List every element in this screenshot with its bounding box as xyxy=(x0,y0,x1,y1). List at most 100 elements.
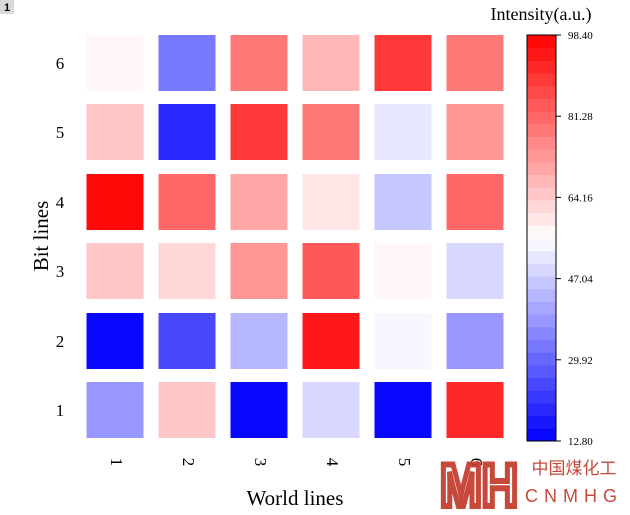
heatmap-cell-r4-c6 xyxy=(446,174,504,230)
heatmap-cell-r2-c2 xyxy=(158,313,216,369)
y-tick-label: 3 xyxy=(56,262,65,281)
colorbar-band xyxy=(527,326,556,340)
heatmap-cell-r4-c4 xyxy=(302,174,360,230)
heatmap-cell-r3-c4 xyxy=(302,243,360,299)
watermark-latin-text: CNMHG xyxy=(525,486,623,506)
colorbar-band xyxy=(527,60,556,74)
heatmap-cell-r3-c3 xyxy=(230,243,288,299)
colorbar-band xyxy=(527,35,556,49)
x-tick-label: 4 xyxy=(323,458,342,467)
heatmap-cell-r2-c1 xyxy=(86,313,144,369)
heatmap-cell-r2-c6 xyxy=(446,313,504,369)
heatmap-cell-r2-c3 xyxy=(230,313,288,369)
heatmap-cell-r1-c5 xyxy=(374,382,432,438)
heatmap-cell-r4-c3 xyxy=(230,174,288,230)
colorbar-band xyxy=(527,238,556,252)
corner-badge-box xyxy=(0,0,14,14)
colorbar-band xyxy=(527,415,556,429)
colorbar-band xyxy=(527,250,556,264)
x-tick-label: 5 xyxy=(395,458,414,467)
corner-badge: 1 xyxy=(0,0,14,14)
colorbar-band xyxy=(527,98,556,112)
colorbar-band xyxy=(527,187,556,201)
heatmap-cell-r4-c2 xyxy=(158,174,216,230)
colorbar-band xyxy=(527,199,556,214)
colorbar-band xyxy=(527,428,556,442)
colorbar-band xyxy=(527,174,556,188)
heatmap-cell-r6-c1 xyxy=(86,35,144,91)
y-tick-label: 6 xyxy=(56,54,65,73)
colorbar-tick-label: 47.04 xyxy=(568,274,593,286)
corner-badge-text: 1 xyxy=(4,2,10,14)
heatmap-cell-r1-c2 xyxy=(158,382,216,438)
heatmap-cell-r2-c4 xyxy=(302,313,360,369)
heatmap-cell-r3-c5 xyxy=(374,243,432,299)
colorbar-band xyxy=(527,301,556,315)
heatmap-cell-r6-c6 xyxy=(446,35,504,91)
colorbar-tick-label: 64.16 xyxy=(568,192,593,204)
colorbar-frame xyxy=(526,34,557,442)
watermark-logo: MH 中国煤化工 CNMHG xyxy=(437,449,623,515)
heatmap-cell-r1-c6 xyxy=(446,382,504,438)
colorbar-band xyxy=(527,314,556,328)
colorbar-bands xyxy=(527,35,556,442)
heatmap-cell-r6-c2 xyxy=(158,35,216,91)
colorbar-tick-label: 81.28 xyxy=(568,111,593,123)
colorbar-band xyxy=(527,161,556,176)
heatmap-cell-r5-c3 xyxy=(230,104,288,160)
colorbar-band xyxy=(527,288,556,302)
colorbar: 98.40 81.28 64.16 47.04 29.92 12.80 Intensity… xyxy=(491,4,594,448)
heatmap-cell-r6-c3 xyxy=(230,35,288,91)
y-tick-label: 2 xyxy=(56,332,65,351)
y-tick-labels: 1 2 3 4 5 6 xyxy=(56,54,65,420)
colorbar-band xyxy=(527,402,556,417)
colorbar-band xyxy=(527,149,556,163)
x-tick-label: 6 xyxy=(467,458,486,467)
x-tick-label: 2 xyxy=(179,458,198,467)
heatmap-cell-r2-c5 xyxy=(374,313,432,369)
colorbar-band xyxy=(527,339,556,353)
heatmap-cell-r1-c1 xyxy=(86,382,144,438)
colorbar-band xyxy=(527,85,556,99)
colorbar-label: Intensity(a.u.) xyxy=(491,4,592,25)
colorbar-band xyxy=(527,123,556,137)
colorbar-band xyxy=(527,390,556,404)
x-axis-label: World lines xyxy=(247,486,344,510)
colorbar-band xyxy=(527,212,556,226)
heatmap-cell-r1-c3 xyxy=(230,382,288,438)
colorbar-band xyxy=(527,377,556,391)
colorbar-ticks: 98.40 81.28 64.16 47.04 29.92 12.80 xyxy=(556,30,593,448)
colorbar-band xyxy=(527,352,556,366)
colorbar-band xyxy=(527,73,556,87)
heatmap-cell-r5-c4 xyxy=(302,104,360,160)
colorbar-tick-label: 98.40 xyxy=(568,30,593,42)
heatmap-cell-r5-c6 xyxy=(446,104,504,160)
x-tick-label: 1 xyxy=(107,458,126,467)
heatmap-cells xyxy=(86,35,504,438)
heatmap-cell-r6-c4 xyxy=(302,35,360,91)
heatmap-cell-r1-c4 xyxy=(302,382,360,438)
heatmap-cell-r6-c5 xyxy=(374,35,432,91)
heatmap-cell-r5-c1 xyxy=(86,104,144,160)
colorbar-band xyxy=(527,136,556,150)
colorbar-band xyxy=(527,47,556,61)
colorbar-band xyxy=(527,111,556,125)
x-tick-labels: 1 2 3 4 5 6 xyxy=(107,458,486,467)
heatmap-cell-r5-c2 xyxy=(158,104,216,160)
y-tick-label: 1 xyxy=(56,401,65,420)
y-tick-label: 4 xyxy=(56,193,65,212)
colorbar-tick-label: 29.92 xyxy=(568,355,593,367)
heatmap-cell-r3-c2 xyxy=(158,243,216,299)
heatmap-cell-r3-c6 xyxy=(446,243,504,299)
y-axis-label: Bit lines xyxy=(29,201,53,272)
colorbar-tick-label: 12.80 xyxy=(568,436,593,448)
y-tick-label: 5 xyxy=(56,123,65,142)
heatmap-cell-r5-c5 xyxy=(374,104,432,160)
colorbar-band xyxy=(527,263,556,277)
heatmap-cell-r4-c5 xyxy=(374,174,432,230)
heatmap-cell-r3-c1 xyxy=(86,243,144,299)
colorbar-band xyxy=(527,276,556,290)
watermark-chinese-text: 中国煤化工 xyxy=(532,459,617,478)
x-tick-label: 3 xyxy=(251,458,270,467)
